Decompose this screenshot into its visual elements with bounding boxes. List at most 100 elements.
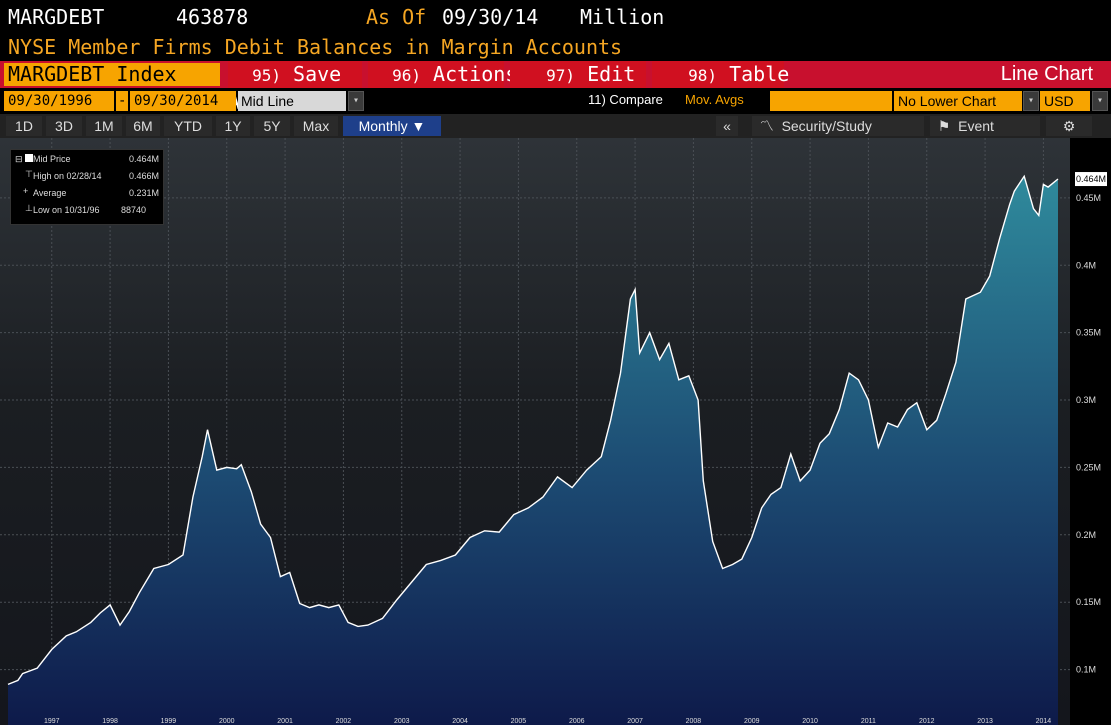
x-tick-label: 2004 <box>452 718 468 725</box>
currency-select[interactable]: USD <box>1040 91 1090 111</box>
legend-mid-swatch <box>25 154 33 162</box>
table-label: Table <box>729 62 790 86</box>
x-tick-label: 2010 <box>802 718 818 725</box>
x-tick-label: 2013 <box>977 718 993 725</box>
period-tab-3d[interactable]: 3D <box>46 116 82 136</box>
y-tick-label: 0.15M <box>1076 597 1101 607</box>
security-study-label: Security/Study <box>781 118 872 134</box>
chart-type-label[interactable]: Line Chart <box>1000 63 1093 85</box>
x-tick-label: 2003 <box>394 718 410 725</box>
as-of-label: As Of <box>366 5 427 29</box>
x-axis-ticks: 1997 1998 1999 2000 2001 2002 2003 2004 2005 2006… <box>44 718 1051 725</box>
edit-number: 97) <box>546 66 576 85</box>
start-date-field[interactable]: 09/30/1996 <box>4 91 114 111</box>
legend-high-label: High on 02/28/14 <box>33 171 102 181</box>
save-as-number: 95) <box>252 66 281 85</box>
y-tick-label: 0.3M <box>1076 395 1096 405</box>
lower-chart-dropdown-icon[interactable]: ▾ <box>1023 91 1039 111</box>
event-label: Event <box>958 118 994 134</box>
period-tab-5y[interactable]: 5Y <box>254 116 290 136</box>
x-tick-label: 2012 <box>919 718 935 725</box>
frequency-select[interactable]: Monthly ▼ <box>343 116 441 136</box>
series-line <box>7 174 1059 686</box>
last-value-tag: 0.464M <box>1075 172 1107 187</box>
actions-label: Actions <box>433 62 518 86</box>
series-area <box>8 176 1058 725</box>
x-tick-label: 1998 <box>102 718 118 725</box>
x-tick-label: 2005 <box>511 718 527 725</box>
index-name-field[interactable]: MARGDEBT Index <box>4 63 220 86</box>
legend-low-icon: ⊥ <box>25 203 33 213</box>
as-of-date: 09/30/14 <box>442 5 539 29</box>
unit-label: Million <box>580 5 665 29</box>
security-study-button[interactable]: 〽 Security/Study <box>752 116 924 136</box>
mov-avgs-button[interactable]: Mov. Avgs <box>685 92 744 107</box>
y-tick-label: 0.1M <box>1076 665 1096 675</box>
last-value-tag-text: 0.464M <box>1076 174 1106 184</box>
date-separator: - <box>116 91 128 111</box>
line-mode-select[interactable]: Mid Line <box>238 91 346 111</box>
ticker-symbol: MARGDEBT <box>8 5 105 29</box>
last-value: 463878 <box>176 5 249 29</box>
x-tick-label: 2002 <box>336 718 352 725</box>
y-tick-label: 0.25M <box>1076 462 1101 472</box>
period-tab-ytd[interactable]: YTD <box>164 116 212 136</box>
x-tick-label: 2007 <box>627 718 643 725</box>
last-value-tag-box <box>1075 172 1107 187</box>
period-tab-1m[interactable]: 1M <box>86 116 122 136</box>
y-axis-ticks: 0.1M 0.15M 0.2M 0.25M 0.3M 0.35M 0.4M 0.45M <box>1076 193 1101 675</box>
x-tick-label: 2008 <box>686 718 702 725</box>
security-header: MARGDEBT 463878 As Of 09/30/14 Million <box>0 0 1111 34</box>
legend-mid-label: Mid Price <box>33 154 71 164</box>
legend-toggle-icon[interactable]: ⊟ <box>15 154 23 164</box>
legend-average-value: 0.231M <box>128 188 159 198</box>
compare-button[interactable]: 11) Compare <box>588 92 663 107</box>
x-tick-label: 2000 <box>219 718 235 725</box>
lower-chart-select[interactable]: No Lower Chart <box>894 91 1022 111</box>
edit-label: Edit <box>587 62 636 86</box>
legend-average-icon: + <box>23 186 29 196</box>
security-description: NYSE Member Firms Debit Balances in Marg… <box>8 35 623 59</box>
y-tick-label: 0.4M <box>1076 260 1096 270</box>
actions-button[interactable]: 96) Actions▾ <box>368 61 525 88</box>
frequency-label: Monthly <box>358 118 408 134</box>
legend-low-value: 88740 <box>121 205 147 215</box>
period-tab-max[interactable]: Max <box>294 116 338 136</box>
event-button[interactable]: ⚑ Event <box>930 116 1040 136</box>
study-chart-icon: 〽 <box>752 118 782 134</box>
y-tick-label: 0.2M <box>1076 530 1096 540</box>
edit-button[interactable]: 97) Edit ▾ <box>510 61 667 88</box>
settings-gear-icon[interactable]: ⚙ <box>1046 116 1092 136</box>
legend-high-icon: ⊤ <box>25 169 33 179</box>
x-tick-label: 2014 <box>1036 718 1052 725</box>
security-description-bar: NYSE Member Firms Debit Balances in Marg… <box>0 34 1111 61</box>
save-as-button[interactable]: 95) Save As <box>228 61 362 114</box>
x-tick-label: 1999 <box>161 718 177 725</box>
x-tick-label: 2006 <box>569 718 585 725</box>
x-tick-label: 2001 <box>277 718 293 725</box>
frequency-dropdown-icon: ▼ <box>411 118 426 134</box>
x-tick-label: 1997 <box>44 718 60 725</box>
x-tick-label: 2011 <box>861 718 876 725</box>
end-date-field[interactable]: 09/30/2014 <box>130 91 236 111</box>
period-tab-6m[interactable]: 6M <box>126 116 160 136</box>
legend-high-value: 0.466M <box>128 171 159 181</box>
legend-average-label: Average <box>33 188 67 198</box>
event-flag-icon: ⚑ <box>930 118 959 134</box>
line-mode-dropdown-icon[interactable]: ▾ <box>348 91 364 111</box>
y-tick-label: 0.35M <box>1076 328 1101 338</box>
legend-low-label: Low on 10/31/96 <box>33 205 100 215</box>
margin-debt-chart: 0.1M 0.15M 0.2M 0.25M 0.3M 0.35M 0.4M 0.45M 199… <box>0 138 1107 725</box>
table-number: 98) <box>688 66 718 85</box>
actions-number: 96) <box>392 66 421 85</box>
period-tab-1d[interactable]: 1D <box>6 116 42 136</box>
period-tab-1y[interactable]: 1Y <box>216 116 250 136</box>
currency-dropdown-icon[interactable]: ▾ <box>1092 91 1108 111</box>
collapse-button[interactable]: « <box>716 116 738 136</box>
y-tick-label: 0.45M <box>1076 193 1101 203</box>
chart-legend[interactable]: ⊟ Mid Price 0.464M ⊤ High on 02/28/14 0.… <box>10 149 164 225</box>
x-tick-label: 2009 <box>744 718 760 725</box>
table-button[interactable]: 98) Table <box>652 61 789 88</box>
legend-mid-value: 0.464M <box>128 154 159 164</box>
mov-avgs-field[interactable] <box>770 91 892 111</box>
